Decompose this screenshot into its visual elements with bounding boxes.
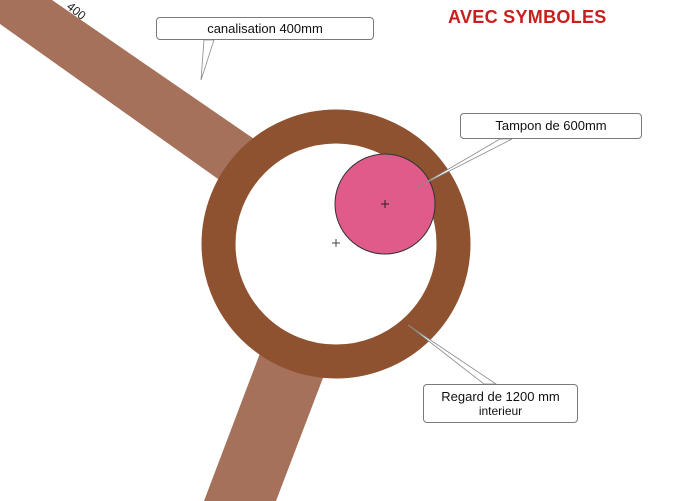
- callout-canalisation-text: canalisation 400mm: [207, 21, 323, 36]
- leader-canalisation: [200, 39, 215, 81]
- callout-tampon: Tampon de 600mm: [460, 113, 642, 139]
- pipe-lower: [204, 348, 326, 501]
- regard-ring: [201, 109, 471, 379]
- leader-regard: [407, 324, 498, 385]
- tampon-center-mark: [381, 200, 389, 208]
- callout-tampon-text: Tampon de 600mm: [495, 118, 607, 133]
- callout-regard-line1: Regard de 1200 mm: [441, 389, 560, 404]
- callout-regard-line2: interieur: [478, 404, 523, 418]
- page-title: AVEC SYMBOLES: [448, 7, 607, 27]
- regard-center-mark: [332, 239, 340, 247]
- callout-regard: Regard de 1200 mm interieur: [423, 384, 578, 423]
- callout-canalisation: canalisation 400mm: [156, 17, 374, 40]
- pipe-upper: [0, 0, 273, 196]
- leader-tampon: [415, 138, 513, 189]
